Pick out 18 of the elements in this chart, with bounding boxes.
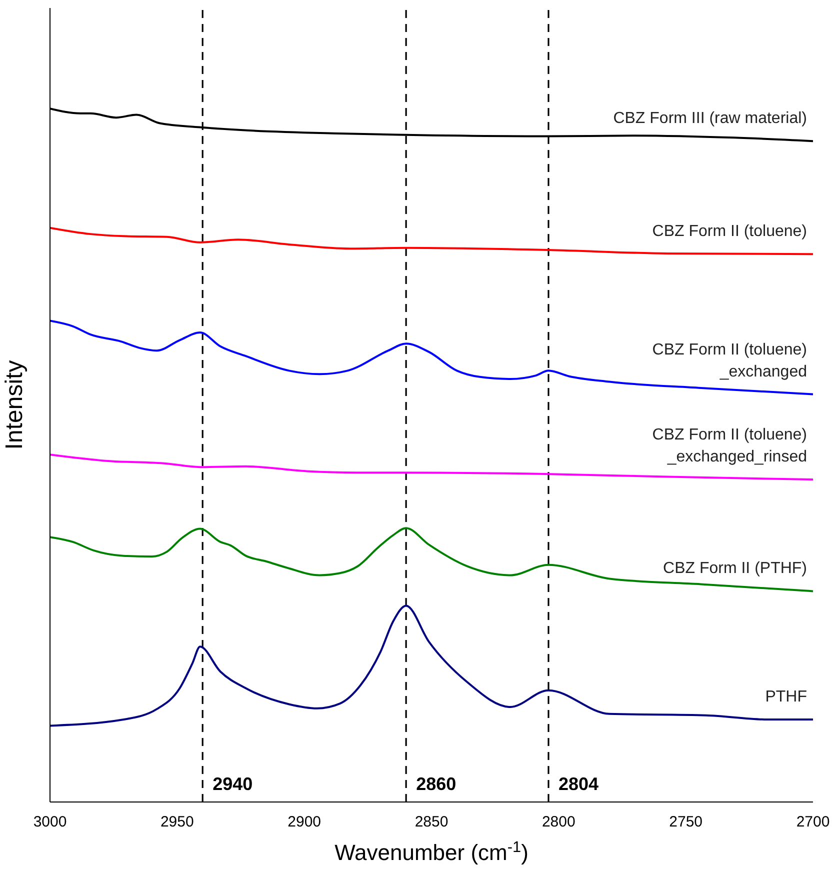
series-label: PTHF — [765, 688, 808, 706]
series-label: CBZ Form II (toluene) _exchanged_rinsed — [652, 426, 807, 466]
ref-line-label: 2804 — [558, 774, 599, 794]
ref-line-label: 2860 — [416, 774, 456, 794]
x-tick-label: 2850 — [414, 814, 448, 831]
series-label: CBZ Form II (PTHF) — [663, 560, 807, 578]
x-tick-label: 3000 — [33, 814, 67, 831]
x-axis-title: Wavenumber (cm$^{-1}$) — [334, 838, 528, 865]
x-tick-label: 2700 — [796, 814, 830, 831]
x-tick-label: 2900 — [288, 814, 322, 831]
series-label: CBZ Form II (toluene) — [652, 223, 807, 240]
series-label: CBZ Form III (raw material) — [613, 110, 807, 128]
y-axis-title: Intensity — [1, 360, 28, 450]
series-label: CBZ Form II (toluene) _exchanged — [652, 341, 807, 380]
ref-line-label: 2940 — [212, 774, 253, 794]
x-tick-label: 2800 — [542, 814, 576, 831]
x-tick-label: 2750 — [669, 814, 703, 831]
x-tick-label: 2950 — [160, 814, 194, 831]
